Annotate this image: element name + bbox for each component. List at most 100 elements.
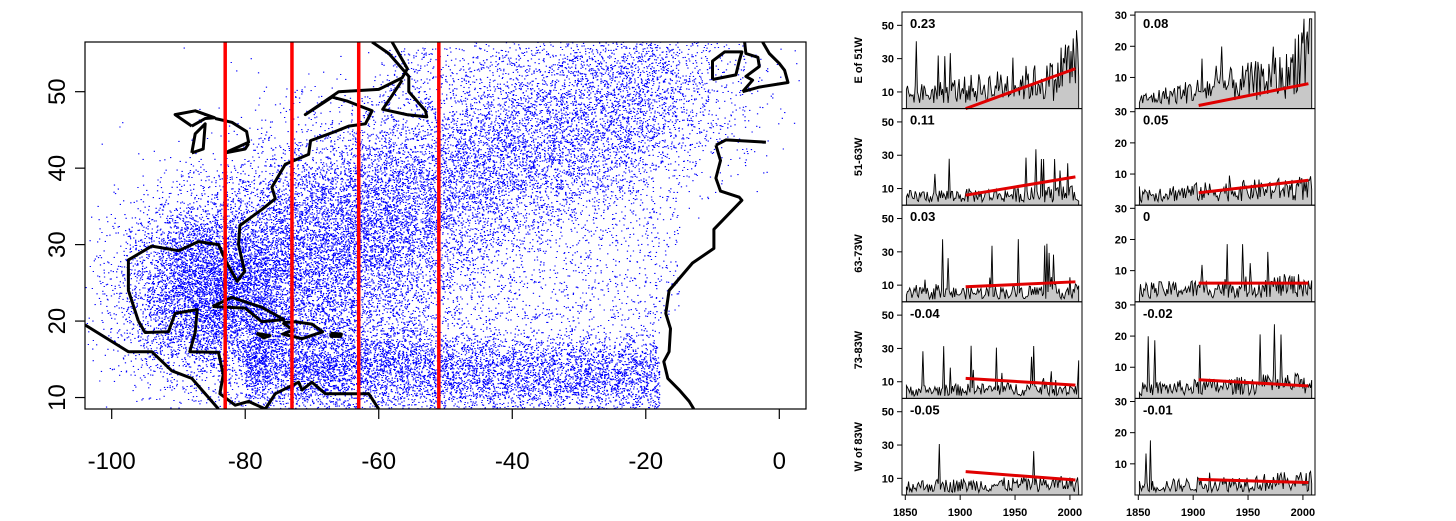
panel-x-tick-label: 1950 [1003,507,1027,519]
series-area [905,443,1080,495]
panel-right-3: 0 10 20 30 [1115,203,1316,303]
panel-y-tick-label: 30 [882,150,894,162]
slope-label: -0.05 [910,402,940,417]
panel-y-tick-label: 30 [882,247,894,259]
y-tick-label: 50 [44,78,71,105]
trend-line [965,175,1076,197]
coast-lake-superior [173,109,216,128]
panel-y-tick-label: 10 [1115,459,1127,471]
panel-y-tick-label: 10 [882,184,894,196]
series-area [1138,324,1313,399]
track-points-path [85,42,806,409]
track-map: -100 -80 -60 -40 -20 0 10 20 30 40 50 [44,41,807,475]
map-frame [84,41,807,410]
series-area [1138,18,1313,109]
coast-britain [742,42,790,94]
y-tick-label: 40 [44,155,71,182]
coast-ireland [711,50,744,81]
trend-line [1198,378,1309,388]
trend-line [1198,477,1309,485]
x-tick-label: 0 [773,448,786,475]
panel-y-tick-label: 30 [882,343,894,355]
coastlines [85,42,790,409]
series-area [1138,440,1313,495]
panel-y-tick-label: 30 [1115,203,1127,215]
panel-y-tick-label: 10 [1115,169,1127,181]
panel-y-tick-label: 20 [1115,331,1127,343]
slope-label: 0.23 [910,16,935,31]
panel-y-tick-label: 50 [882,117,894,129]
panel-right-2: 0.05 10 20 30 [1115,107,1316,206]
panel-y-tick-label: 30 [882,440,894,452]
y-tick-label: 30 [44,231,71,258]
panel-y-tick-label: 10 [1115,362,1127,374]
coast-jamaica [255,331,272,340]
slope-label: 0.05 [1143,113,1168,128]
series-area [905,239,1080,302]
panel-x-tick-label: 2000 [1058,507,1082,519]
panel-y-tick-label: 50 [882,214,894,226]
panel-y-tick-label: 10 [1115,266,1127,278]
panel-right-5: -0.01 10 20 30 [1115,397,1316,496]
coast-newfoundland [371,42,429,119]
slope-label: -0.04 [910,306,940,321]
slope-label: -0.01 [1143,402,1173,417]
row-label-1: E of 51W [853,36,865,83]
x-tick-label: -20 [628,448,663,475]
panel-y-tick-label: 10 [882,87,894,99]
series-area [1138,244,1313,302]
trend-line [965,67,1076,111]
panel-x-tick-label: 1900 [948,507,972,519]
slope-label: -0.02 [1143,306,1173,321]
trend-line [1198,82,1309,107]
panel-y-tick-label: 50 [882,310,894,322]
panel-y-tick-label: 20 [1115,41,1127,53]
x-tick-label: -100 [88,448,136,475]
panel-y-tick-label: 10 [882,280,894,292]
row-label-5: W of 83W [853,421,865,471]
slope-label: 0.11 [910,113,935,128]
slope-label: 0 [1143,209,1150,224]
panel-right-4: -0.02 10 20 30 [1115,300,1316,399]
trend-line [965,470,1076,482]
panel-right-1: 0.08 10 20 30 [1115,10,1316,110]
panel-left-2: 0.11 10 30 50 [882,108,1083,206]
panel-x-tick-label: 1950 [1236,507,1260,519]
x-tick-label: -80 [228,448,263,475]
panel-x-tick-label: 1900 [1181,507,1205,519]
row-label-2: 51-63W [853,137,865,176]
panel-left-4: -0.04 10 30 50 [882,301,1083,399]
coast-cuba [211,295,286,324]
panel-y-tick-label: 20 [1115,234,1127,246]
panel-y-tick-label: 20 [1115,428,1127,440]
y-tick-label: 10 [44,384,71,411]
series-area [905,30,1080,109]
track-points [85,42,806,409]
panel-left-3: 0.03 10 30 50 [882,204,1083,303]
slope-label: 0.03 [910,209,935,224]
row-label-3: 63-73W [853,234,865,273]
coast-lake-michigan [190,122,207,155]
row-label-4: 73-83W [853,330,865,369]
coast-north-america [126,42,409,322]
panel-x-tick-label: 2000 [1291,507,1315,519]
panel-frame [901,397,1083,496]
coast-britain-west [741,42,761,93]
panel-x-axis-2: 1850 1900 1950 2000 [1126,495,1315,519]
coast-pacific-central-america [85,323,220,409]
panel-y-tick-label: 10 [882,473,894,485]
y-tick-label: 20 [44,308,71,335]
coast-caribbean-mainland [137,308,380,409]
panel-x-tick-label: 1850 [893,507,917,519]
panel-y-tick-label: 50 [882,407,894,419]
panel-y-tick-label: 30 [882,54,894,66]
panel-y-tick-label: 10 [1115,72,1127,84]
map-y-axis: 10 20 30 40 50 [44,78,85,411]
coast-bay-of-biscay [715,138,766,147]
panel-y-tick-label: 20 [1115,138,1127,150]
map-x-axis: -100 -80 -60 -40 -20 0 [88,409,786,475]
panel-left-1: 0.23 10 30 50 [882,11,1083,111]
trend-line [965,280,1076,289]
panel-x-axis-1: 1850 1900 1950 2000 [893,495,1082,519]
